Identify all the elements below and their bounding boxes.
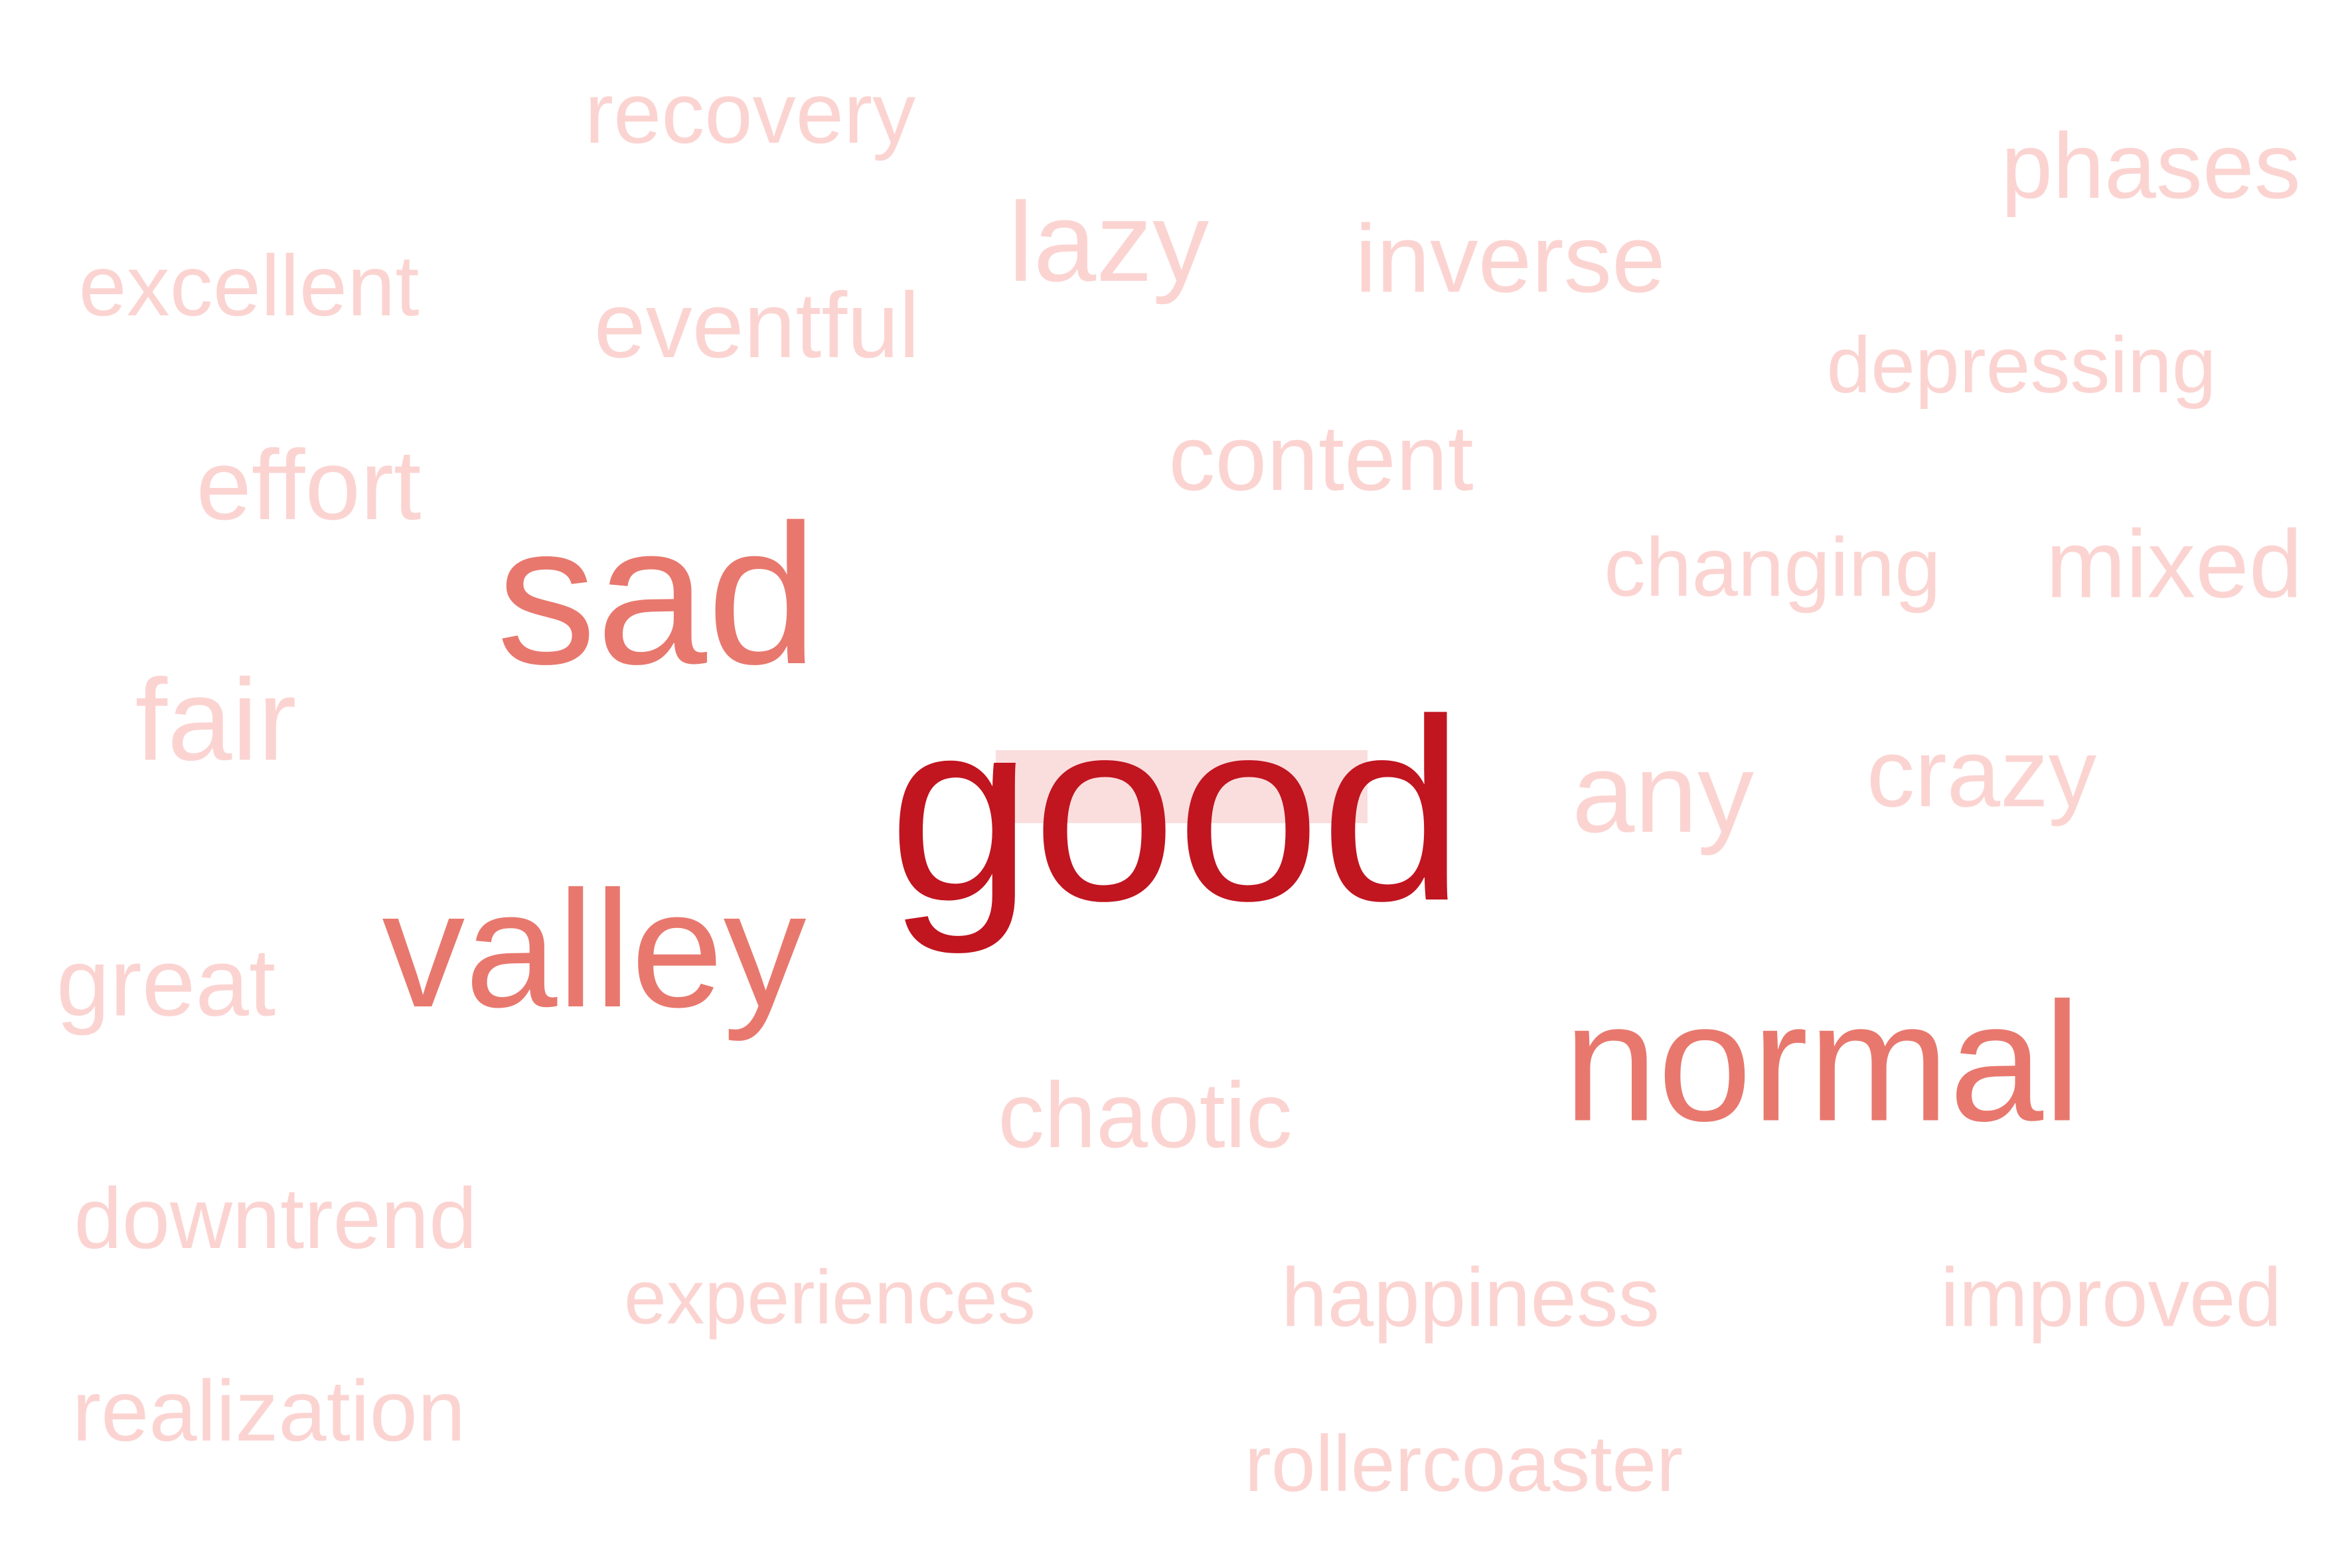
word-good: good (888, 665, 1464, 955)
word-phases: phases (2001, 114, 2301, 218)
word-changing: changing (1604, 521, 1941, 614)
overlapping-words-cluster (996, 750, 1368, 823)
word-chaotic: chaotic (998, 1063, 1293, 1167)
word-any: any (1571, 730, 1755, 856)
word-content: content (1168, 406, 1474, 510)
word-great: great (56, 928, 276, 1036)
word-depressing: depressing (1826, 321, 2217, 410)
word-improved: improved (1940, 1251, 2282, 1344)
word-rollercoaster: rollercoaster (1244, 1419, 1684, 1508)
word-mixed: mixed (2045, 510, 2303, 618)
word-happiness: happiness (1281, 1251, 1660, 1344)
word-fair: fair (135, 655, 297, 785)
word-lazy: lazy (1008, 179, 1210, 305)
word-sad: sad (497, 483, 818, 706)
word-recovery: recovery (584, 64, 916, 161)
word-downtrend: downtrend (74, 1170, 477, 1267)
word-effort: effort (196, 429, 422, 540)
word-inverse: inverse (1355, 204, 1666, 313)
word-experiences: experiences (623, 1255, 1036, 1340)
word-valley: valley (382, 856, 807, 1042)
word-realization: realization (72, 1362, 466, 1459)
word-eventful: eventful (593, 273, 920, 377)
word-normal: normal (1563, 967, 2081, 1157)
word-crazy: crazy (1866, 719, 2097, 827)
word-excellent: excellent (78, 237, 420, 334)
